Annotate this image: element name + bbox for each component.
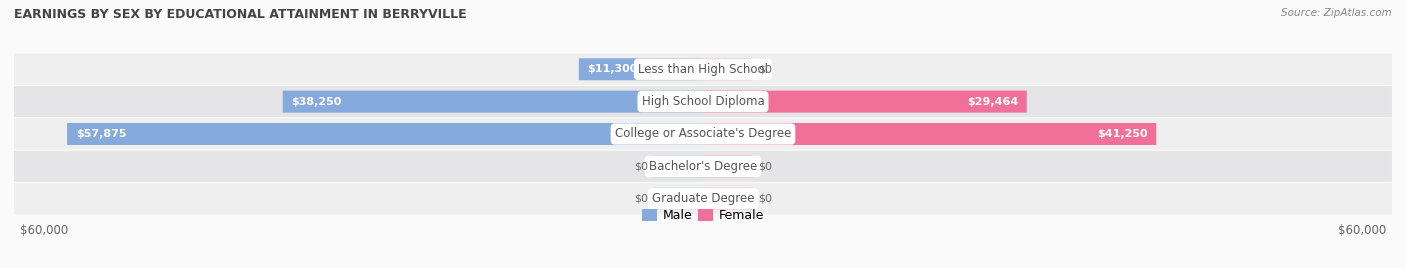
FancyBboxPatch shape — [14, 183, 1392, 214]
FancyBboxPatch shape — [283, 91, 703, 113]
FancyBboxPatch shape — [14, 86, 1392, 117]
Text: $0: $0 — [758, 161, 772, 171]
Text: $41,250: $41,250 — [1097, 129, 1147, 139]
Text: Less than High School: Less than High School — [638, 63, 768, 76]
FancyBboxPatch shape — [654, 188, 703, 210]
Text: $11,300: $11,300 — [588, 64, 638, 74]
Text: Bachelor's Degree: Bachelor's Degree — [650, 160, 756, 173]
Text: $0: $0 — [758, 64, 772, 74]
Text: High School Diploma: High School Diploma — [641, 95, 765, 108]
Text: $38,250: $38,250 — [291, 97, 342, 107]
Text: College or Associate's Degree: College or Associate's Degree — [614, 128, 792, 140]
Text: Source: ZipAtlas.com: Source: ZipAtlas.com — [1281, 8, 1392, 18]
FancyBboxPatch shape — [14, 118, 1392, 150]
FancyBboxPatch shape — [703, 188, 752, 210]
Text: $57,875: $57,875 — [76, 129, 127, 139]
Text: $0: $0 — [634, 194, 648, 204]
Text: $29,464: $29,464 — [967, 97, 1018, 107]
FancyBboxPatch shape — [703, 58, 752, 80]
Text: EARNINGS BY SEX BY EDUCATIONAL ATTAINMENT IN BERRYVILLE: EARNINGS BY SEX BY EDUCATIONAL ATTAINMEN… — [14, 8, 467, 21]
FancyBboxPatch shape — [14, 151, 1392, 182]
Text: $0: $0 — [758, 194, 772, 204]
Text: Graduate Degree: Graduate Degree — [652, 192, 754, 205]
Text: $0: $0 — [634, 161, 648, 171]
FancyBboxPatch shape — [654, 155, 703, 177]
Legend: Male, Female: Male, Female — [637, 204, 769, 227]
FancyBboxPatch shape — [67, 123, 703, 145]
FancyBboxPatch shape — [703, 155, 752, 177]
FancyBboxPatch shape — [703, 123, 1156, 145]
FancyBboxPatch shape — [579, 58, 703, 80]
FancyBboxPatch shape — [14, 54, 1392, 85]
FancyBboxPatch shape — [703, 91, 1026, 113]
